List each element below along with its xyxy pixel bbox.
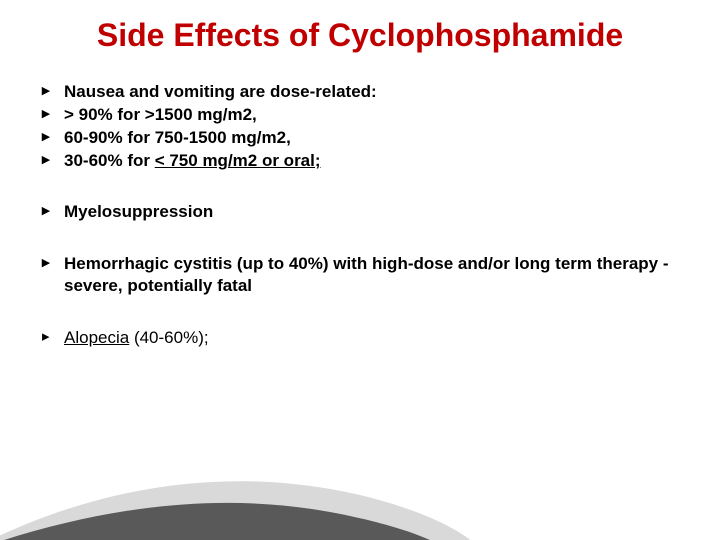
bullet-text: > 90% for >1500 mg/m2, xyxy=(64,105,257,124)
list-item: Alopecia (40-60%); xyxy=(42,327,690,349)
list-item: Hemorrhagic cystitis (up to 40%) with hi… xyxy=(42,253,690,297)
list-item: Myelosuppression xyxy=(42,201,690,223)
slide-title: Side Effects of Cyclophosphamide xyxy=(20,18,700,53)
slide: Side Effects of Cyclophosphamide Nausea … xyxy=(0,0,720,540)
list-item: > 90% for >1500 mg/m2, xyxy=(42,104,690,126)
bullet-text-underlined: < 750 mg/m2 or oral; xyxy=(155,151,321,170)
bullet-text: Nausea and vomiting are dose-related: xyxy=(64,82,377,101)
decorative-swoosh-icon xyxy=(0,420,720,540)
slide-content: Nausea and vomiting are dose-related: > … xyxy=(0,81,720,349)
bullet-text-alopecia: Alopecia xyxy=(64,328,129,347)
bullet-text: 60-90% for 750-1500 mg/m2, xyxy=(64,128,291,147)
bullet-group-3: Hemorrhagic cystitis (up to 40%) with hi… xyxy=(42,253,690,297)
bullet-text-bold: Hemorrhagic cystitis (up to 40%) xyxy=(64,254,329,273)
bullet-group-4: Alopecia (40-60%); xyxy=(42,327,690,349)
list-item: Nausea and vomiting are dose-related: xyxy=(42,81,690,103)
swoosh-light xyxy=(0,481,480,540)
bullet-text: Myelosuppression xyxy=(64,202,213,221)
bullet-group-2: Myelosuppression xyxy=(42,201,690,223)
bullet-text-prefix: 30-60% for xyxy=(64,151,155,170)
swoosh-dark xyxy=(0,503,450,540)
list-item: 30-60% for < 750 mg/m2 or oral; xyxy=(42,150,690,172)
bullet-text-range: (40-60%); xyxy=(129,328,208,347)
list-item: 60-90% for 750-1500 mg/m2, xyxy=(42,127,690,149)
bullet-group-1: Nausea and vomiting are dose-related: > … xyxy=(42,81,690,172)
